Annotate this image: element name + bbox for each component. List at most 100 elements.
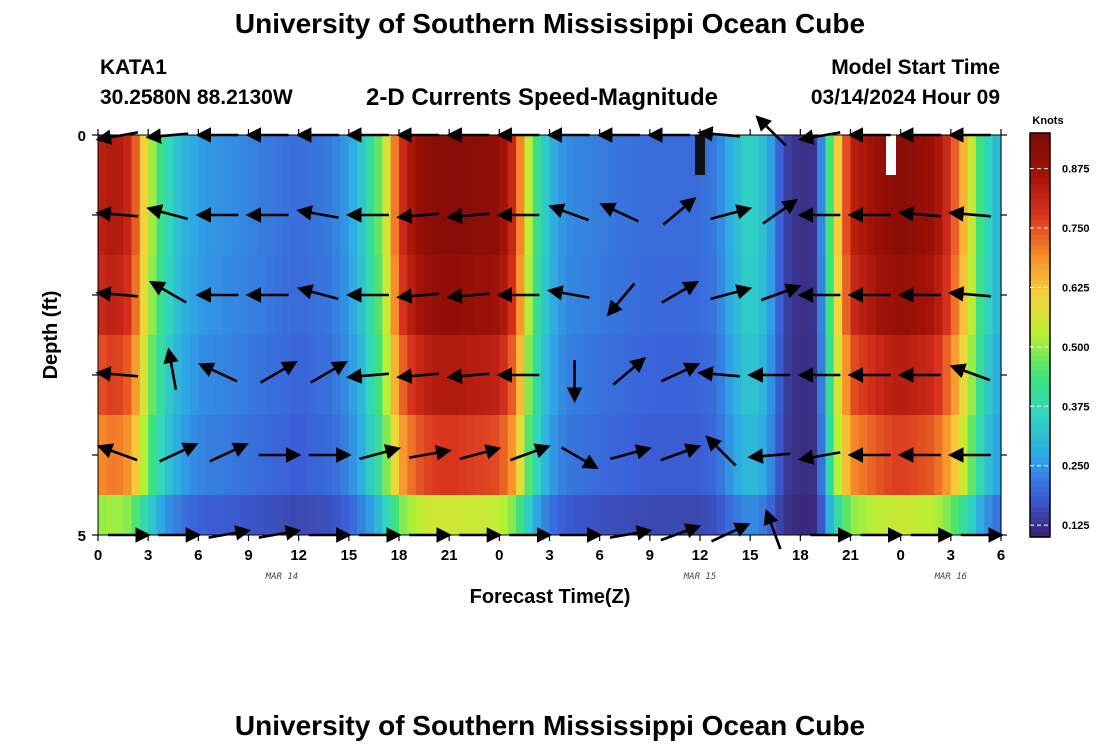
colorbar-segment: [1030, 254, 1050, 260]
heatmap-cell: [541, 175, 551, 255]
heatmap-cell: [850, 135, 860, 175]
heatmap-cell: [758, 135, 768, 175]
heatmap-cell: [382, 135, 392, 175]
heatmap-cell: [557, 175, 567, 255]
heatmap-cell: [298, 175, 308, 255]
heatmap-cell: [499, 415, 509, 495]
heatmap-cell: [758, 495, 768, 535]
heatmap-cell: [98, 335, 107, 415]
colorbar-segment: [1030, 158, 1050, 164]
x-tick-label: 3: [947, 547, 955, 564]
heatmap-cell: [608, 495, 617, 535]
colorbar-segment: [1030, 193, 1050, 200]
heatmap-cell: [281, 335, 291, 415]
heatmap-cell: [290, 255, 300, 335]
x-tick-label: 18: [792, 547, 809, 564]
colorbar-segment: [1030, 269, 1050, 275]
colorbar-segment: [1030, 436, 1050, 442]
heatmap-cell: [741, 415, 751, 495]
heatmap-cell: [892, 415, 902, 495]
heatmap-cell: [440, 255, 450, 335]
heatmap-cell: [399, 415, 408, 495]
current-vector-arrow: [697, 366, 741, 382]
heatmap-cell: [164, 415, 174, 495]
colorbar-segment: [1030, 410, 1050, 417]
heatmap-cell: [465, 135, 475, 175]
heatmap-cell: [290, 175, 300, 255]
heatmap-cell: [348, 335, 358, 415]
colorbar-segment: [1030, 466, 1050, 472]
heatmap-cell: [641, 175, 651, 255]
colorbar-tick-label: 0.250: [1062, 461, 1090, 473]
colorbar-segment: [1030, 501, 1050, 508]
heatmap-cell: [541, 335, 551, 415]
heatmap-cell: [499, 495, 509, 535]
x-tick-label: 6: [997, 547, 1005, 564]
heatmap-cell: [348, 255, 358, 335]
heatmap-cell: [290, 335, 300, 415]
heatmap-cell: [674, 135, 684, 175]
chart-subtitle: 2-D Currents Speed-Magnitude: [366, 84, 719, 111]
heatmap-cell: [215, 135, 225, 175]
heatmap-cell: [733, 415, 743, 495]
heatmap-cell: [716, 135, 726, 175]
heatmap-cell: [206, 415, 216, 495]
heatmap-cell: [499, 135, 509, 175]
heatmap-cell: [608, 415, 617, 495]
heatmap-cell: [206, 135, 216, 175]
heatmap-cell: [189, 335, 199, 415]
x-tick-label: 0: [495, 547, 503, 564]
colorbar-segment: [1030, 491, 1050, 498]
heatmap-cell: [766, 255, 776, 335]
heatmap-cell: [365, 495, 375, 535]
current-vector-arrow: [710, 284, 753, 301]
heatmap-cell: [608, 255, 617, 335]
heatmap-cell: [332, 335, 342, 415]
heatmap-cell: [566, 335, 576, 415]
colorbar-segment: [1030, 183, 1050, 190]
heatmap-cell: [298, 135, 308, 175]
heatmap-cell: [733, 175, 743, 255]
heatmap-cell: [499, 175, 509, 255]
x-tick-label: 9: [646, 547, 654, 564]
heatmap-cell: [942, 495, 952, 535]
heatmap-cell: [909, 135, 918, 175]
heatmap-cell: [766, 175, 776, 255]
colorbar-segment: [1030, 461, 1050, 467]
heatmap-cell: [390, 255, 400, 335]
heatmap-cell: [766, 495, 776, 535]
current-vector-arrow: [396, 288, 440, 304]
heatmap-cell: [984, 135, 994, 175]
heatmap-cell: [700, 335, 709, 415]
heatmap-cell: [323, 495, 333, 535]
heatmap-cell: [123, 495, 133, 535]
x-tick-label: 0: [94, 547, 102, 564]
heatmap-cell: [875, 135, 885, 175]
heatmap-cell: [307, 335, 316, 415]
heatmap-cell: [591, 415, 601, 495]
heatmap-cell: [532, 135, 542, 175]
heatmap-cell: [98, 135, 107, 175]
heatmap-cell: [139, 335, 149, 415]
heatmap-cell: [808, 495, 818, 535]
heatmap-cell: [440, 175, 450, 255]
heatmap-cell: [173, 415, 183, 495]
colorbar-segment: [1030, 481, 1050, 488]
heatmap-cell: [683, 175, 693, 255]
heatmap-cell: [290, 415, 300, 495]
current-vector-arrow: [296, 205, 339, 221]
date-label: MAR 16: [934, 572, 968, 582]
heatmap-cell: [357, 415, 367, 495]
heatmap-cell: [156, 495, 166, 535]
heatmap-cell: [549, 255, 559, 335]
colorbar-segment: [1030, 370, 1050, 376]
heatmap-cell: [215, 415, 225, 495]
colorbar-segment: [1030, 511, 1050, 518]
current-vector-arrow: [612, 357, 647, 386]
current-vector-arrow: [409, 445, 452, 461]
heatmap-cell: [984, 335, 994, 415]
current-vector-arrow: [609, 444, 652, 461]
heatmap-cell: [791, 335, 801, 415]
heatmap-cell: [189, 175, 199, 255]
heatmap-cell: [900, 415, 910, 495]
